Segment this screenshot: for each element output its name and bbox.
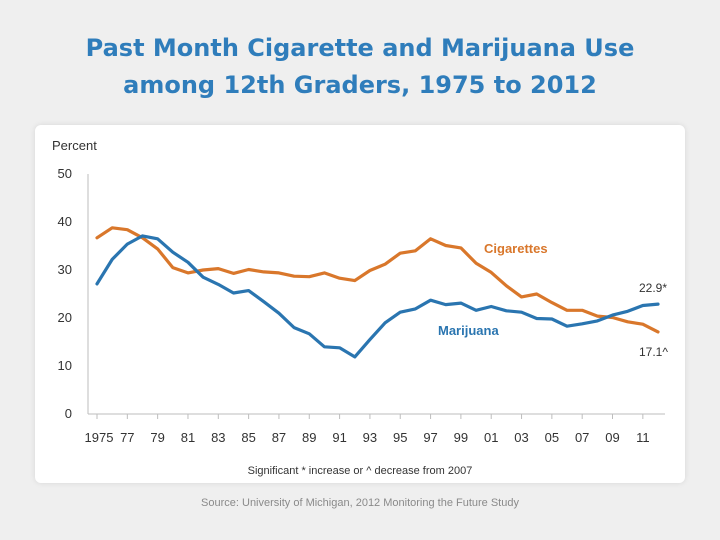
x-tick-label: 79 (150, 430, 164, 445)
y-tick-label: 20 (58, 310, 72, 325)
y-tick-label: 40 (58, 214, 72, 229)
y-tick-label: 0 (65, 406, 72, 421)
legend-label-marijuana: Marijuana (438, 323, 499, 338)
chart-panel (35, 125, 685, 483)
x-tick-label: 05 (545, 430, 559, 445)
x-tick-label: 03 (514, 430, 528, 445)
x-tick-label: 95 (393, 430, 407, 445)
x-tick-label: 89 (302, 430, 316, 445)
x-tick-label: 81 (181, 430, 195, 445)
x-tick-label: 97 (423, 430, 437, 445)
x-tick-label: 77 (120, 430, 134, 445)
legend-label-cigarettes: Cigarettes (484, 241, 548, 256)
y-axis-label: Percent (52, 138, 97, 153)
x-tick-label: 11 (636, 430, 650, 445)
series-line-marijuana (95, 234, 660, 359)
x-tick-label: 93 (363, 430, 377, 445)
source-note: Source: University of Michigan, 2012 Mon… (201, 497, 519, 509)
x-tick-label: 1975 (85, 430, 114, 445)
y-tick-label: 30 (58, 262, 72, 277)
end-label-marijuana: 22.9* (639, 281, 667, 295)
end-label-cigarettes: 17.1^ (639, 345, 668, 359)
slide-title: Past Month Cigarette and Marijuana Use a… (0, 30, 720, 104)
x-tick-label: 85 (241, 430, 255, 445)
x-tick-label: 83 (211, 430, 225, 445)
y-tick-label: 10 (58, 358, 72, 373)
x-tick-label: 87 (272, 430, 286, 445)
series-line-cigarettes (95, 226, 660, 334)
x-tick-label: 91 (332, 430, 346, 445)
x-tick-label: 07 (575, 430, 589, 445)
y-tick-label: 50 (58, 166, 72, 181)
x-tick-label: 09 (605, 430, 619, 445)
x-tick-label: 01 (484, 430, 498, 445)
title-line-2: among 12th Graders, 1975 to 2012 (123, 71, 597, 99)
x-tick-label: 99 (454, 430, 468, 445)
title-line-1: Past Month Cigarette and Marijuana Use (85, 34, 635, 62)
chart-footnote: Significant * increase or ^ decrease fro… (248, 465, 473, 477)
